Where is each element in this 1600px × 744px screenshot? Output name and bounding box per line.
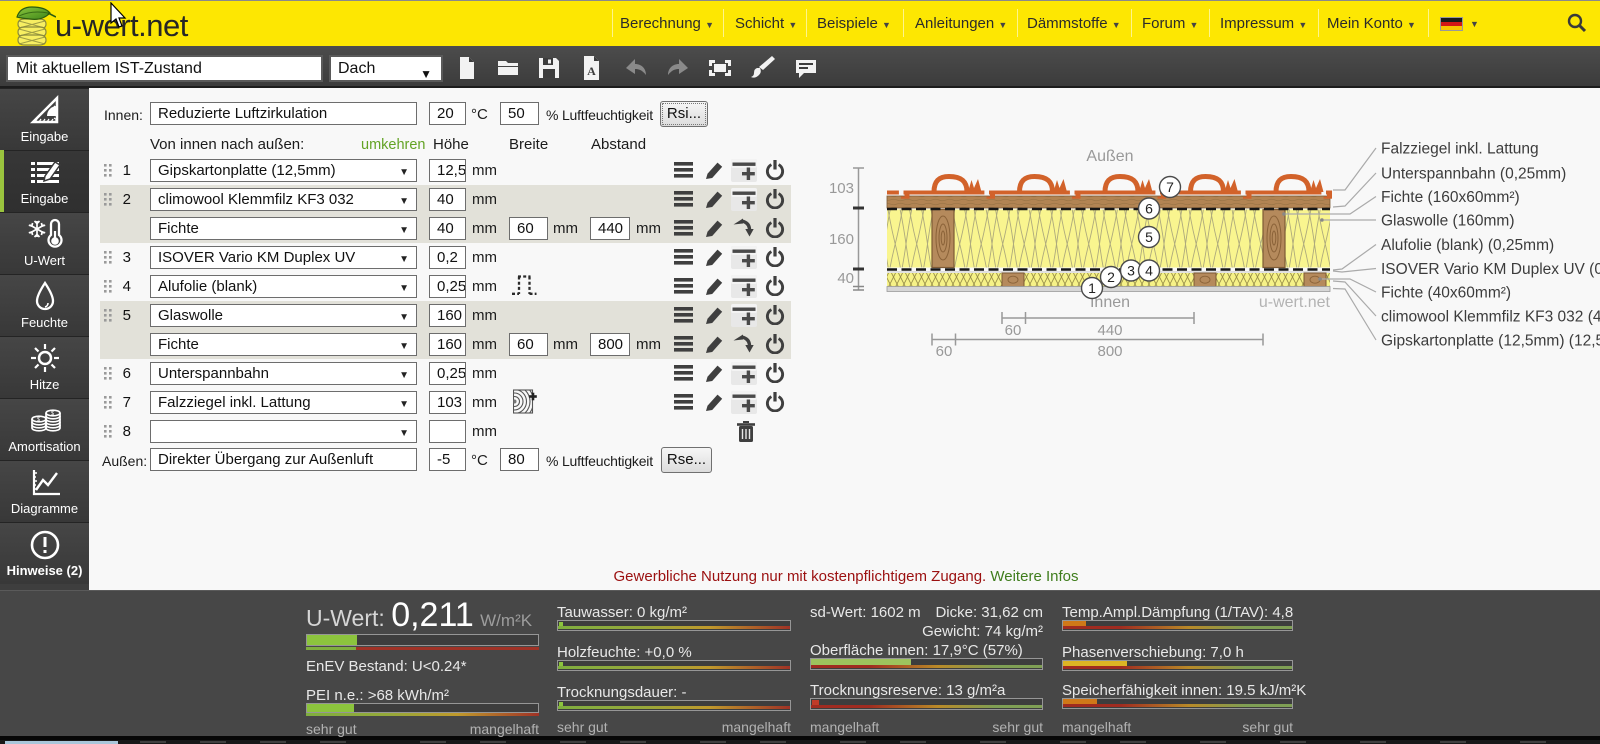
svg-text:$: $: [37, 417, 40, 423]
svg-text:103: 103: [829, 180, 854, 197]
svg-text:2: 2: [1107, 269, 1115, 285]
svg-text:A: A: [587, 64, 596, 78]
svg-text:u-wert.net: u-wert.net: [1259, 294, 1331, 311]
svg-text:6: 6: [1145, 201, 1153, 217]
svg-text:Gipskartonplatte (12,5mm) (12,: Gipskartonplatte (12,5mm) (12,5mm): [1381, 333, 1600, 350]
svg-text:5: 5: [1145, 229, 1153, 245]
svg-text:Unterspannbahn (0,25mm): Unterspannbahn (0,25mm): [1381, 166, 1566, 183]
svg-text:440: 440: [1097, 322, 1122, 339]
svg-text:Alufolie (blank) (0,25mm): Alufolie (blank) (0,25mm): [1381, 237, 1554, 254]
svg-text:Falzziegel inkl. Lattung: Falzziegel inkl. Lattung: [1381, 141, 1539, 158]
svg-text:40: 40: [837, 270, 854, 287]
svg-text:60: 60: [936, 343, 953, 360]
svg-text:7: 7: [1166, 179, 1174, 195]
svg-text:Glaswolle (160mm): Glaswolle (160mm): [1381, 213, 1515, 230]
svg-text:ISOVER Vario KM Duplex UV (0,2: ISOVER Vario KM Duplex UV (0,2mm): [1381, 261, 1600, 278]
svg-text:Fichte (40x60mm²): Fichte (40x60mm²): [1381, 285, 1511, 302]
svg-text:160: 160: [829, 231, 854, 248]
svg-text:Außen: Außen: [1086, 148, 1133, 165]
svg-text:800: 800: [1097, 343, 1122, 360]
svg-text:60: 60: [1005, 322, 1022, 339]
svg-text:3: 3: [1127, 263, 1135, 279]
svg-text:Innen: Innen: [1090, 294, 1130, 311]
svg-text:4: 4: [1145, 263, 1153, 279]
svg-text:$: $: [51, 411, 54, 417]
svg-text:1: 1: [1088, 280, 1096, 296]
svg-text:Fichte (160x60mm²): Fichte (160x60mm²): [1381, 189, 1520, 206]
